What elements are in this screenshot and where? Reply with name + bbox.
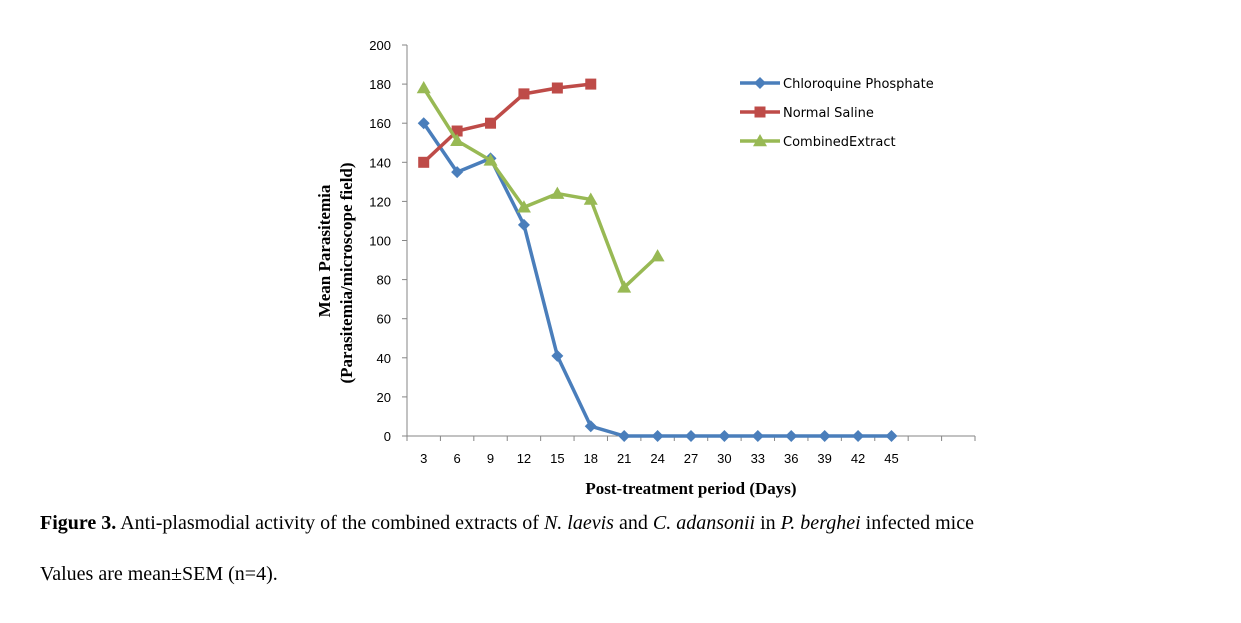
y-tick-label: 0 xyxy=(384,429,391,444)
legend-marker xyxy=(754,106,766,118)
data-point xyxy=(618,430,631,442)
x-tick-label: 30 xyxy=(717,451,731,466)
y-tick-label: 20 xyxy=(377,390,391,405)
series-line xyxy=(422,122,892,438)
data-point xyxy=(852,430,865,442)
x-tick-label: 9 xyxy=(487,451,494,466)
data-point xyxy=(450,133,465,147)
legend-marker xyxy=(754,77,766,89)
series-line xyxy=(422,87,659,290)
y-tick-label: 140 xyxy=(369,155,391,170)
data-point xyxy=(518,88,530,100)
data-point xyxy=(617,280,632,293)
series-line xyxy=(422,82,591,164)
data-point xyxy=(485,117,497,129)
data-point xyxy=(584,420,597,433)
legend-label: CombinedExtract xyxy=(783,135,896,150)
data-point xyxy=(417,117,430,130)
series-normal-saline xyxy=(418,78,597,168)
data-point xyxy=(651,430,664,442)
x-tick-label: 33 xyxy=(751,451,765,466)
y-tick-label: 200 xyxy=(369,38,391,53)
series-layer xyxy=(416,78,898,442)
figure-caption: Figure 3. Anti-plasmodial activity of th… xyxy=(40,512,974,535)
x-tick-label: 27 xyxy=(684,451,698,466)
caption-text: in xyxy=(755,512,781,534)
x-tick-label: 15 xyxy=(550,451,564,466)
x-tick-label: 18 xyxy=(584,451,598,466)
legend: Chloroquine Phosphate Normal Saline Combin… xyxy=(740,77,934,150)
legend-item: Normal Saline xyxy=(740,106,874,121)
species-name: P. berghei xyxy=(780,512,861,534)
caption-text: infected mice xyxy=(860,512,974,534)
legend-item: Chloroquine Phosphate xyxy=(740,77,934,92)
data-point xyxy=(785,430,798,442)
x-tick-label: 45 xyxy=(884,451,898,466)
data-point xyxy=(718,430,731,442)
y-tick-label: 160 xyxy=(369,116,391,131)
species-name: C. adansonii xyxy=(652,512,756,534)
data-point xyxy=(685,430,697,442)
x-tick-label: 36 xyxy=(784,451,798,466)
legend-label: Normal Saline xyxy=(783,106,874,121)
y-axis-title: Mean Parasitemia xyxy=(315,184,334,317)
y-tick-label: 100 xyxy=(369,234,391,249)
data-point xyxy=(550,186,565,199)
caption-note: Values are mean±SEM (n=4). xyxy=(40,563,278,585)
figure-label: Figure 3. xyxy=(40,512,117,534)
y-tick-label: 120 xyxy=(369,194,391,209)
legend-label: Chloroquine Phosphate xyxy=(783,77,934,92)
data-point xyxy=(451,166,464,179)
series-combinedextract xyxy=(416,81,665,293)
x-tick-label: 39 xyxy=(817,451,831,466)
legend-marker xyxy=(753,134,767,147)
data-point xyxy=(650,249,665,262)
x-tick-label: 24 xyxy=(650,451,664,466)
data-point xyxy=(885,430,898,442)
x-tick-label: 3 xyxy=(420,451,427,466)
data-point xyxy=(551,349,564,362)
series-chloroquine-phosphate xyxy=(417,117,898,442)
y-tick-label: 60 xyxy=(377,312,391,327)
data-point xyxy=(483,153,498,166)
x-tick-label: 6 xyxy=(454,451,461,466)
data-point xyxy=(517,218,530,231)
caption-text: and xyxy=(613,512,653,534)
data-point xyxy=(516,200,531,213)
data-point xyxy=(818,430,831,442)
data-point xyxy=(751,430,764,442)
data-point xyxy=(585,78,597,90)
species-name: N. laevis xyxy=(543,512,614,534)
data-point xyxy=(451,125,463,137)
x-tick-label: 42 xyxy=(851,451,865,466)
caption-text: Anti-plasmodial activity of the combined… xyxy=(116,512,544,534)
data-point xyxy=(583,192,598,205)
x-axis-title: Post-treatment period (Days) xyxy=(585,479,796,498)
y-tick-label: 180 xyxy=(369,77,391,92)
y-axis-subtitle: (Parasitemia/microscope field) xyxy=(337,162,356,383)
data-point xyxy=(551,82,563,94)
x-tick-label: 12 xyxy=(517,451,531,466)
y-tick-label: 80 xyxy=(377,273,391,288)
legend-item: CombinedExtract xyxy=(740,134,896,150)
y-axis: 0 20 40 60 80 100 120 140 160 180 200 xyxy=(369,38,408,444)
y-tick-label: 40 xyxy=(377,351,391,366)
data-point xyxy=(416,81,431,94)
x-tick-label: 21 xyxy=(617,451,631,466)
data-point xyxy=(418,156,430,168)
